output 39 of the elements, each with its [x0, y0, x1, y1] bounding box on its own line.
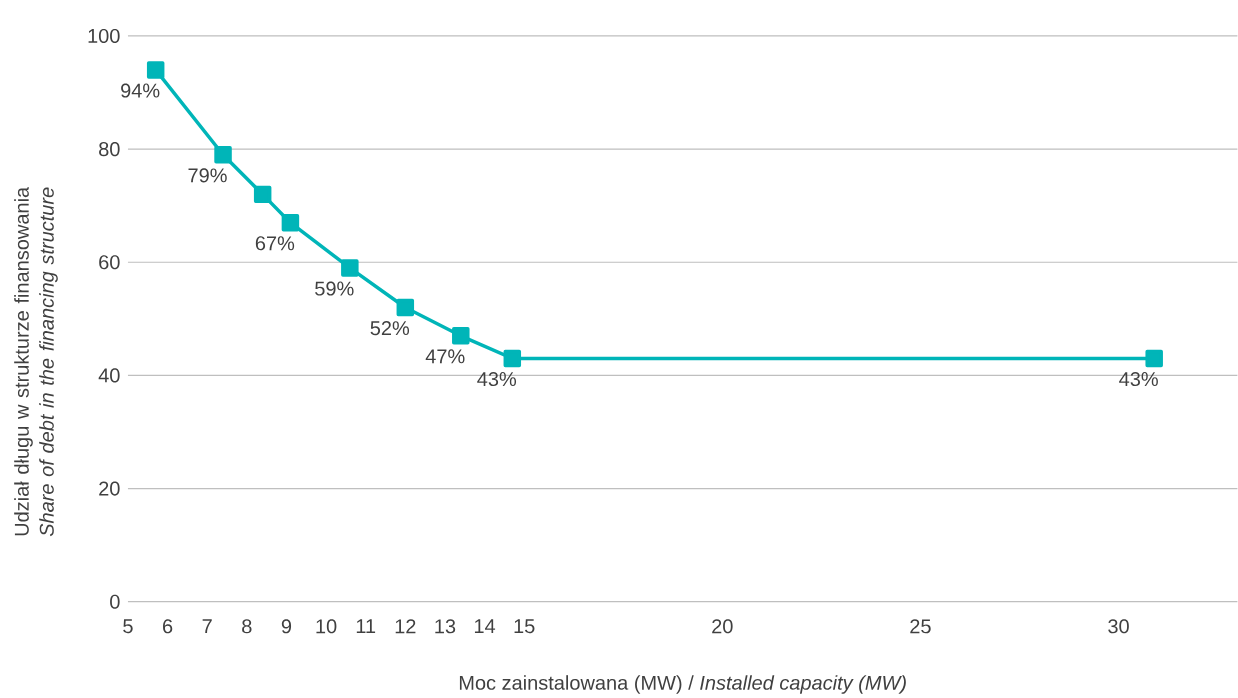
x-tick-label: 5	[123, 619, 133, 634]
x-tick-label: 13	[435, 619, 456, 634]
data-label: 79%	[188, 168, 227, 183]
data-label: 52%	[370, 321, 410, 336]
x-tick-label: 7	[202, 619, 212, 634]
data-label: 43%	[1119, 372, 1158, 387]
y-tick-label: 60	[99, 255, 120, 270]
data-label: 94%	[121, 83, 160, 98]
x-tick-label: 20	[712, 619, 733, 634]
point	[253, 185, 272, 204]
x-tick-label: 30	[1108, 619, 1129, 634]
x-tick-label: 8	[242, 619, 252, 634]
x-axis-title: Moc zainstalowana (MW) / Installed capacity (MW)	[459, 675, 906, 694]
y-tick-label: 20	[99, 481, 120, 496]
x-tick-label: 25	[910, 619, 931, 634]
x-tick-label: 12	[395, 619, 416, 634]
x-tick-label: 15	[514, 619, 535, 634]
y-tick-label: 80	[99, 142, 120, 157]
point	[281, 214, 300, 232]
x-tick-label: 10	[316, 619, 337, 634]
point	[341, 259, 359, 277]
point	[214, 146, 232, 164]
data-label: 47%	[425, 349, 465, 364]
y-tick-label: 100	[88, 29, 120, 44]
x-tick-label: 11	[356, 619, 376, 634]
point	[503, 349, 522, 368]
y-tick-label: 0	[110, 594, 120, 609]
x-tick-label: 9	[281, 619, 292, 634]
y-axis-title: Udział długu w strukturze finansowania Share of debt in the financing structure	[14, 187, 58, 537]
point	[146, 61, 165, 79]
y-tick-label: 40	[98, 368, 120, 383]
x-tick-label: 6	[163, 619, 173, 634]
x-tick-label: 14	[474, 619, 496, 634]
data-label: 67%	[255, 236, 295, 251]
point	[452, 327, 470, 345]
data-label: 43%	[477, 372, 517, 387]
data-label: 59%	[315, 281, 354, 296]
point	[1145, 349, 1163, 368]
point	[396, 298, 415, 317]
